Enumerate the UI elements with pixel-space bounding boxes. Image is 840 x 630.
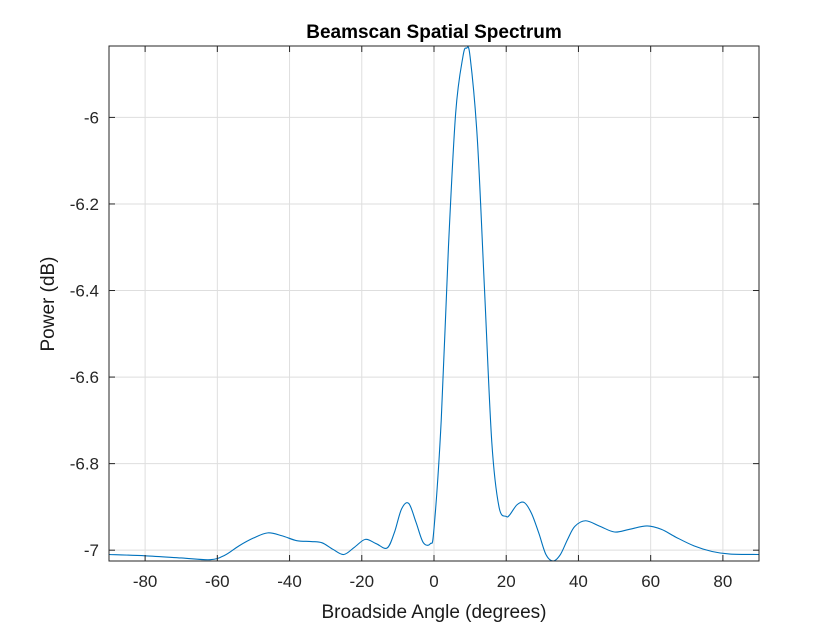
chart-title: Beamscan Spatial Spectrum	[306, 22, 562, 43]
grid-lines	[109, 46, 759, 561]
tick-marks	[109, 46, 759, 561]
y-tick-label: -6.2	[70, 195, 99, 214]
y-tick-label: -7	[84, 541, 99, 560]
y-tick-label: -6	[84, 108, 99, 127]
power-spectrum-line	[109, 46, 759, 561]
y-tick-label: -6.8	[70, 455, 99, 474]
x-tick-label: 0	[429, 572, 438, 591]
x-axis-label: Broadside Angle (degrees)	[322, 602, 547, 623]
y-axis-label: Power (dB)	[38, 256, 59, 351]
x-tick-label: 20	[497, 572, 516, 591]
series-group	[109, 46, 759, 561]
x-tick-label: -20	[349, 572, 374, 591]
plot-area	[108, 45, 760, 562]
x-tick-label: 80	[713, 572, 732, 591]
y-tick-labels: -6 -6.2 -6.4 -6.6 -6.8 -7	[70, 108, 99, 560]
y-tick-label: -6.6	[70, 368, 99, 387]
x-tick-label: -40	[277, 572, 302, 591]
x-tick-labels: -80 -60 -40 -20 0 20 40 60 80	[133, 572, 733, 591]
x-tick-label: 60	[641, 572, 660, 591]
x-tick-label: -60	[205, 572, 230, 591]
x-tick-label: -80	[133, 572, 158, 591]
x-tick-label: 40	[569, 572, 588, 591]
y-tick-label: -6.4	[70, 282, 99, 301]
